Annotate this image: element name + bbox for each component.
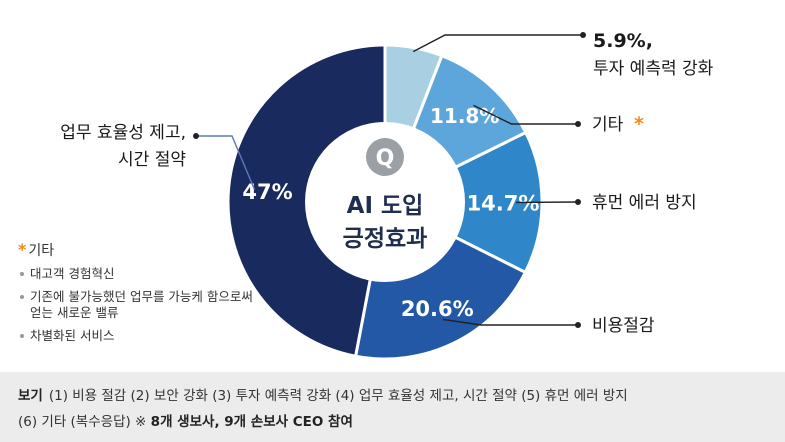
callout-line-cost [442, 318, 578, 326]
footer-line-1: 보기 (1) 비용 절감 (2) 보안 강화 (3) 투자 예측력 강화 (4) … [18, 384, 628, 404]
slice-label-cost: 20.6% [401, 297, 474, 321]
star-icon: * [634, 113, 644, 135]
footer-line-2: (6) 기타 (복수응답) ※ 8개 생보사, 9개 손보사 CEO 참여 [18, 410, 353, 430]
center-title-line1: AI 도입 [347, 193, 424, 219]
star-icon: * [18, 240, 27, 259]
other-note-item: 대고객 경험혁신 [18, 266, 258, 282]
footer-lead: 보기 [18, 388, 43, 404]
callout-dot-error [575, 199, 581, 205]
center-title-line2: 긍정효과 [343, 226, 428, 252]
callout-text-risk: 투자 예측력 강화 [593, 59, 714, 79]
q-icon [366, 138, 404, 176]
callout-text-work: 시간 절약 [118, 150, 186, 170]
other-note: * 기타 대고객 경험혁신 기존에 불가능했던 업무를 가능케 함으로써 얻는 새… [18, 240, 258, 351]
callout-text-work: 업무 효율성 제고, [60, 123, 186, 143]
footer-other: (6) 기타 (복수응답) ※ [18, 414, 147, 430]
other-note-item: 기존에 불가능했던 업무를 가능케 함으로써 얻는 새로운 밸류 [18, 289, 258, 321]
slice-label-work: 47% [242, 180, 292, 204]
callout-line-risk [412, 34, 583, 53]
callout-text-error: 휴먼 에러 방지 [592, 193, 697, 213]
other-note-title: * 기타 [18, 240, 55, 259]
slice-label-other: 11.8% [430, 104, 499, 128]
callout-text-other: 기타 [592, 115, 624, 135]
footer-participants: 8개 생보사, 9개 손보사 CEO 참여 [150, 414, 353, 430]
footer-options: (1) 비용 절감 (2) 보안 강화 (3) 투자 예측력 강화 (4) 업무… [48, 388, 628, 404]
callout-text-risk: 5.9%, [593, 30, 653, 52]
callout-text-cost: 비용절감 [592, 316, 655, 336]
legend-footer: 보기 (1) 비용 절감 (2) 보안 강화 (3) 투자 예측력 강화 (4) … [0, 372, 785, 442]
callout-line-work [196, 135, 256, 190]
other-note-item: 차별화된 서비스 [18, 328, 258, 344]
callout-dot-work [193, 133, 199, 139]
callout-line-other [473, 104, 578, 125]
callout-dot-other [575, 121, 581, 127]
donut-hole [305, 122, 465, 282]
slice-label-error: 14.7% [467, 191, 540, 215]
callout-dot-risk [580, 32, 586, 38]
q-icon-letter: Q [376, 146, 395, 171]
callout-dot-cost [575, 322, 581, 328]
